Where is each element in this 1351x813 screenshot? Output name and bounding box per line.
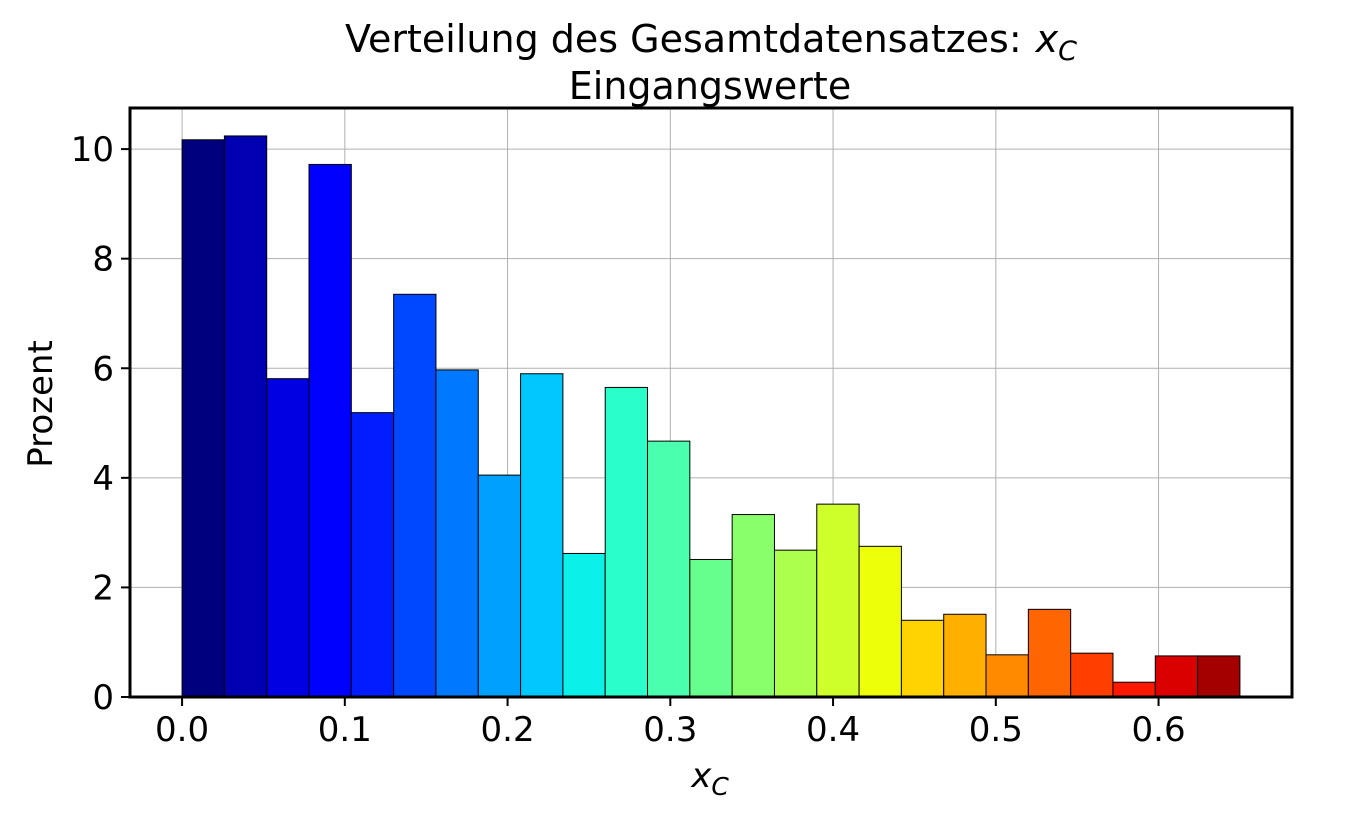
y-tick-label: 8 [92, 240, 114, 280]
histogram-bar [816, 503, 860, 698]
histogram-bar [520, 373, 564, 698]
histogram-bar [1154, 655, 1199, 698]
histogram-bar [900, 619, 945, 698]
histogram-bar [477, 474, 522, 698]
chart-title-text: Verteilung des Gesamtdatensatzes: [345, 17, 1022, 61]
y-tick-label: 2 [92, 568, 114, 608]
chart-title-math-sub: C [1058, 36, 1077, 67]
x-tick-label: 0.2 [481, 710, 535, 750]
x-tick-label: 0.6 [1132, 710, 1186, 750]
x-axis-label-math: x [690, 756, 712, 796]
chart-title-math: x [1035, 17, 1059, 61]
histogram-bar [1197, 655, 1241, 698]
x-tick-label: 0.5 [969, 710, 1023, 750]
histogram-bar [181, 139, 225, 698]
axis-ticks: 0.0 0.1 0.2 0.3 0.4 0.5 0.6 0 2 4 6 8 10 [71, 130, 1186, 750]
histogram-bar [1070, 652, 1114, 698]
x-axis-label: xC [690, 756, 729, 801]
chart-title: Verteilung des Gesamtdatensatzes: xC [345, 17, 1077, 67]
histogram-bar [985, 654, 1029, 698]
histogram-bar [435, 369, 479, 698]
chart-subtitle: Eingangswerte [569, 64, 851, 108]
histogram-bar [1027, 608, 1072, 698]
x-axis-label-sub: C [711, 772, 729, 801]
y-tick-label: 0 [92, 678, 114, 718]
y-axis-label: Prozent [21, 340, 61, 468]
histogram-bar [350, 412, 395, 698]
plot-border [128, 106, 1294, 699]
histogram-bar [604, 386, 649, 698]
y-tick-label: 6 [92, 349, 114, 389]
x-tick-label: 0.1 [318, 710, 372, 750]
histogram-bar [308, 163, 352, 698]
histogram-bar [223, 135, 268, 698]
x-tick-label: 0.0 [155, 710, 209, 750]
y-tick-label: 4 [92, 459, 114, 499]
x-tick-label: 0.3 [643, 710, 697, 750]
histogram-bar [943, 613, 987, 698]
histogram-bar [562, 552, 606, 698]
histogram-bar [266, 378, 310, 698]
histogram-bar [647, 440, 691, 698]
histogram-bar [731, 514, 775, 698]
histogram-bars [181, 135, 1241, 698]
histogram-bar [773, 549, 818, 698]
histogram-bar [689, 558, 733, 698]
y-tick-label: 10 [71, 130, 114, 170]
x-tick-label: 0.4 [806, 710, 860, 750]
histogram-bar [858, 545, 902, 698]
histogram-bar [1112, 681, 1156, 698]
plot-frame [128, 106, 1294, 699]
histogram-bar [393, 293, 437, 698]
